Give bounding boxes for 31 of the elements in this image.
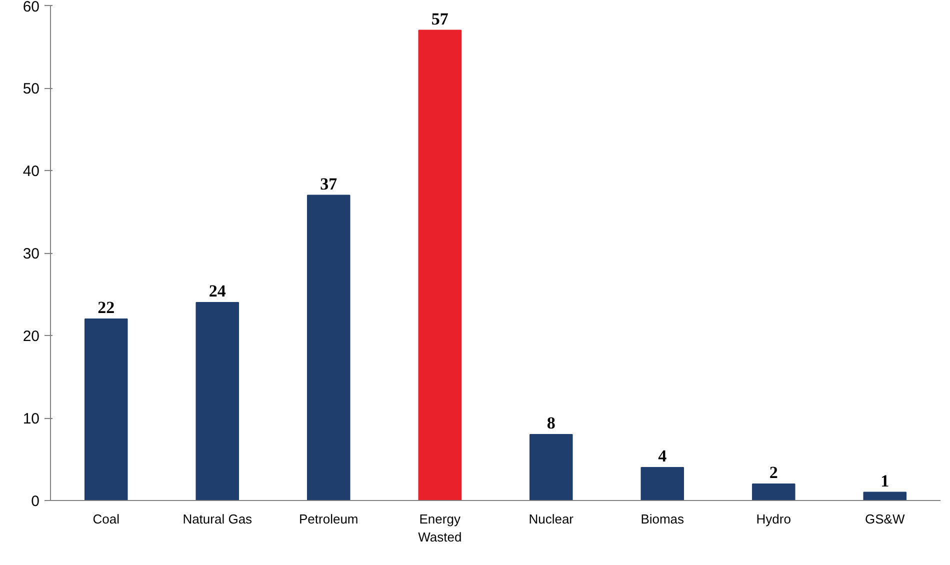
bar xyxy=(84,318,128,500)
y-tick-label: 20 xyxy=(22,328,40,345)
x-tick-label: Hydro xyxy=(756,512,791,526)
bar xyxy=(529,434,573,500)
data-label: 37 xyxy=(320,174,338,194)
data-label: 22 xyxy=(98,298,115,317)
x-tick-label: Nuclear xyxy=(528,512,574,526)
x-tick-label: Energy Wasted xyxy=(418,512,462,544)
bar xyxy=(306,194,350,500)
x-tick-label: Biomas xyxy=(640,512,685,526)
bar xyxy=(640,467,684,500)
data-label: 1 xyxy=(880,471,890,490)
y-tick-label: 30 xyxy=(22,246,40,262)
bar xyxy=(418,30,462,500)
bar xyxy=(752,484,796,500)
data-label: 57 xyxy=(431,9,449,28)
x-tick-label: Petroleum xyxy=(299,512,358,526)
y-tick-label: 40 xyxy=(22,163,40,180)
data-label: 8 xyxy=(546,414,556,432)
data-label: 24 xyxy=(208,282,226,300)
bar xyxy=(196,302,240,500)
y-tick-label: 10 xyxy=(22,410,40,428)
bar xyxy=(863,492,907,500)
data-label: 4 xyxy=(658,446,668,466)
data-label: 2 xyxy=(769,463,778,482)
y-tick-label: 50 xyxy=(22,80,40,98)
x-tick-label: Coal xyxy=(92,512,120,526)
y-tick-label: 60 xyxy=(22,0,40,16)
x-tick-label: GS&W xyxy=(865,512,906,526)
y-tick-label: 0 xyxy=(31,493,40,510)
x-tick-label: Natural Gas xyxy=(182,512,253,526)
